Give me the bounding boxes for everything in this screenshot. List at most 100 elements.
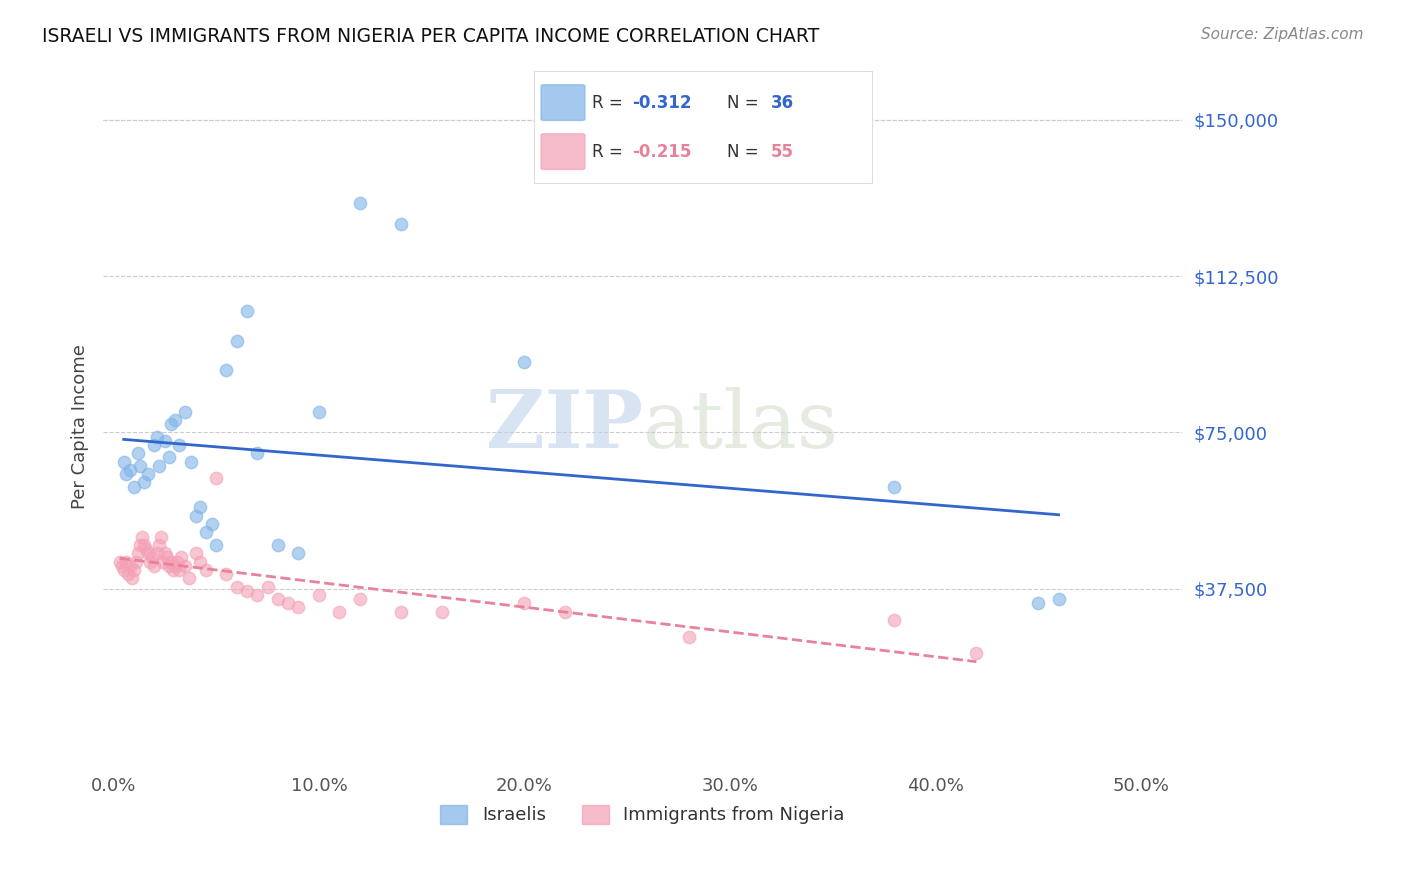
Point [165,413,187,427]
Text: Source: ZipAtlas.com: Source: ZipAtlas.com [1201,27,1364,42]
Point [194,525,217,540]
Point [122,563,145,577]
Text: atlas: atlas [643,387,838,465]
Point [1047,592,1070,607]
Point [179,571,201,585]
Point [125,555,148,569]
Point [236,583,259,598]
Legend: Israelis, Immigrants from Nigeria: Israelis, Immigrants from Nigeria [433,797,852,831]
Point [114,555,136,569]
Point [308,404,330,418]
Point [883,479,905,493]
Point [141,550,163,565]
Point [180,454,202,468]
FancyBboxPatch shape [541,134,585,169]
Point [267,538,290,552]
Point [513,354,536,368]
Point [160,417,183,431]
Point [184,508,207,523]
Point [165,558,187,573]
Point [148,458,170,473]
Point [194,563,217,577]
Point [157,450,180,465]
Point [267,592,290,607]
Point [256,580,278,594]
Point [134,538,156,552]
Point [246,446,269,460]
Y-axis label: Per Capita Income: Per Capita Income [72,343,89,508]
Text: 55: 55 [770,143,793,161]
Point [121,571,143,585]
Point [134,475,156,490]
Point [246,588,269,602]
Point [883,613,905,627]
Point [308,588,330,602]
Point [389,605,412,619]
Point [188,500,211,515]
Point [129,538,152,552]
Text: -0.312: -0.312 [633,94,692,112]
Text: R =: R = [592,143,627,161]
Text: N =: N = [727,94,763,112]
Point [112,563,135,577]
Point [554,605,576,619]
Point [153,546,176,560]
Point [287,546,309,560]
Point [236,304,259,318]
Text: ZIP: ZIP [485,387,643,465]
Point [145,546,167,560]
Point [138,546,160,560]
Point [167,563,190,577]
Point [157,558,180,573]
Point [112,454,135,468]
Point [129,458,152,473]
Point [135,542,157,557]
Point [156,550,179,565]
Point [201,517,224,532]
Point [174,558,197,573]
Point [965,646,987,660]
Point [149,530,172,544]
Text: R =: R = [592,94,627,112]
Point [328,605,350,619]
Point [117,567,139,582]
Point [162,563,184,577]
Point [114,467,136,481]
Point [167,438,190,452]
Point [513,596,536,610]
Point [139,555,162,569]
Point [138,467,160,481]
Point [127,546,149,560]
Point [349,196,371,211]
Point [143,558,166,573]
Point [152,555,174,569]
Point [205,471,228,485]
Point [108,555,131,569]
Point [143,438,166,452]
Point [430,605,453,619]
Text: ISRAELI VS IMMIGRANTS FROM NIGERIA PER CAPITA INCOME CORRELATION CHART: ISRAELI VS IMMIGRANTS FROM NIGERIA PER C… [42,27,820,45]
Point [287,600,309,615]
Point [153,434,176,448]
Point [174,404,197,418]
Point [122,479,145,493]
Point [118,558,141,573]
Point [205,538,228,552]
Point [170,550,193,565]
Point [225,580,247,594]
Point [160,555,183,569]
Point [148,538,170,552]
Point [215,363,238,377]
Point [118,463,141,477]
Point [184,546,207,560]
Point [166,555,188,569]
Point [127,446,149,460]
Point [131,530,153,544]
Text: 36: 36 [770,94,793,112]
Text: -0.215: -0.215 [633,143,692,161]
Text: N =: N = [727,143,763,161]
Point [111,558,134,573]
Point [349,592,371,607]
Point [678,630,700,644]
Point [389,217,412,231]
